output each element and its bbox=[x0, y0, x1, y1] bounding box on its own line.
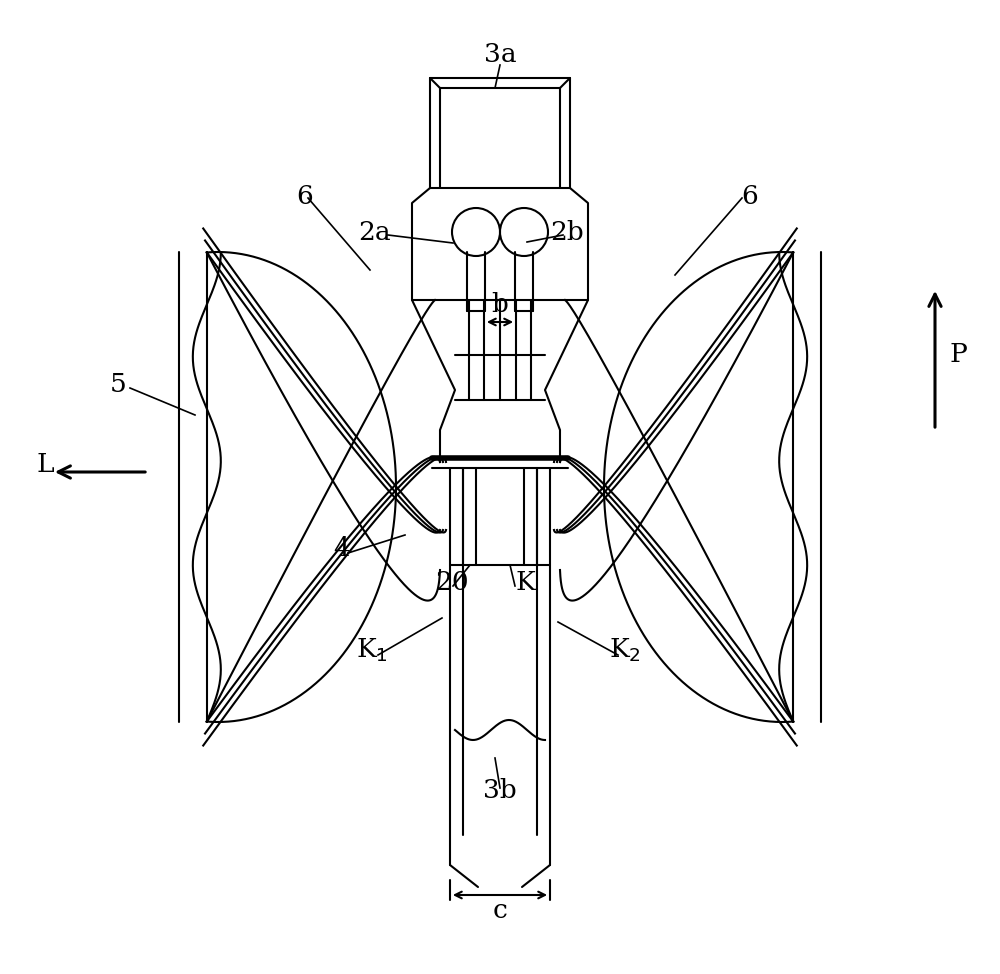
Text: 6: 6 bbox=[297, 183, 313, 208]
Text: K: K bbox=[515, 570, 535, 594]
Text: 3a: 3a bbox=[484, 43, 516, 67]
Text: 2b: 2b bbox=[550, 219, 584, 244]
Text: 2a: 2a bbox=[359, 219, 391, 244]
Text: 5: 5 bbox=[110, 372, 126, 397]
Text: b: b bbox=[492, 292, 508, 318]
Text: P: P bbox=[949, 343, 967, 367]
Text: c: c bbox=[493, 897, 507, 922]
Text: K$_1$: K$_1$ bbox=[356, 636, 388, 663]
Text: 4: 4 bbox=[334, 536, 350, 560]
Text: 6: 6 bbox=[742, 183, 758, 208]
Text: K$_2$: K$_2$ bbox=[609, 636, 641, 663]
Text: L: L bbox=[36, 452, 54, 476]
Text: 20: 20 bbox=[435, 570, 469, 594]
Text: 3b: 3b bbox=[483, 777, 517, 803]
